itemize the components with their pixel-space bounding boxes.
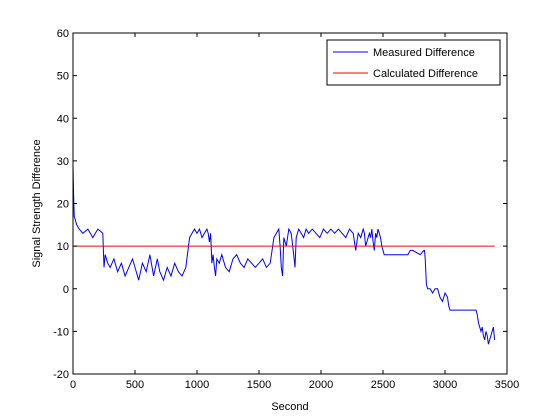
y-tick-label: 0 [63,284,69,296]
y-tick-label: -20 [53,369,69,381]
legend-box [326,39,501,86]
legend: Measured Difference Calculated Differenc… [326,39,501,86]
y-tick-label: 30 [57,156,69,168]
series-line-measured-difference [72,165,496,345]
x-tick-label: 3000 [433,379,457,391]
legend-label-measured: Measured Difference [373,47,475,59]
x-tick-label: 1500 [247,379,271,391]
x-axis: 0 500 1000 1500 2000 2500 3000 3500 [70,33,519,391]
y-axis-label: Signal Strength Difference [31,139,43,267]
y-axis: -20 -10 0 10 20 30 40 50 60 [53,28,507,381]
x-tick-label: 500 [126,379,144,391]
x-tick-label: 2500 [371,379,395,391]
x-tick-label: 0 [70,379,76,391]
x-axis-label: Second [271,401,308,413]
y-tick-label: 40 [57,113,69,125]
legend-label-calculated: Calculated Difference [373,68,478,80]
y-tick-label: 60 [57,28,69,40]
y-tick-label: 10 [57,241,69,253]
x-tick-label: 1000 [185,379,209,391]
x-tick-label: 2000 [309,379,333,391]
y-tick-label: -10 [53,326,69,338]
plot-lines [72,165,496,345]
x-tick-label: 3500 [495,379,519,391]
plot-area [73,33,507,374]
y-tick-label: 20 [57,199,69,211]
y-tick-label: 50 [57,71,69,83]
